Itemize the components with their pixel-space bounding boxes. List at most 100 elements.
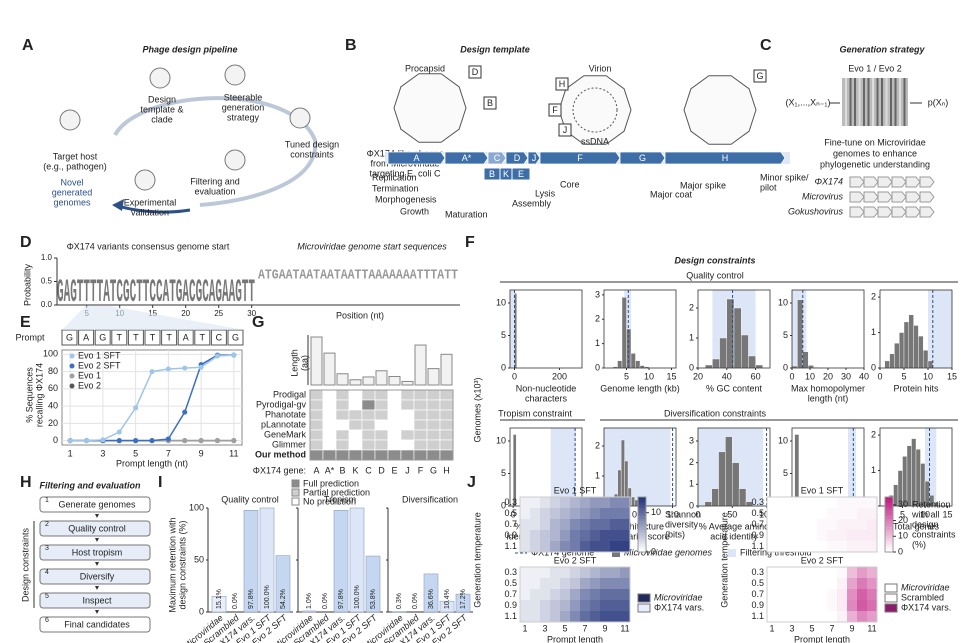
gene-label: A* — [325, 465, 335, 475]
gene — [527, 151, 541, 165]
bar — [259, 507, 275, 613]
colorbar-step — [885, 497, 893, 500]
frame — [603, 289, 677, 369]
prediction-cell — [439, 449, 454, 461]
hist-bar — [617, 360, 623, 369]
prompt-nt: T — [166, 332, 172, 342]
prediction-cell — [426, 439, 441, 451]
hist-bar — [631, 496, 636, 507]
grid-frame — [309, 389, 454, 461]
heat-cell — [520, 497, 530, 508]
panel-letter: B — [345, 37, 357, 54]
heat-cell — [610, 508, 620, 519]
length-bar — [362, 376, 375, 386]
heat-cell — [530, 530, 540, 541]
heat-cell — [847, 589, 857, 600]
heat-cell — [797, 497, 807, 508]
y-tick-label: 0.9 — [504, 530, 517, 540]
y-tick-label: 0.5 — [504, 508, 517, 518]
y-tick-label: 0 — [53, 435, 58, 445]
hist-bar — [635, 360, 641, 369]
heat-cell — [817, 497, 827, 508]
description: phylogenetic understanding — [820, 159, 930, 169]
icon — [59, 109, 81, 131]
panel-title: Design template — [460, 44, 530, 54]
legend-swatch — [884, 603, 898, 613]
x-label: Prompt length (nt) — [116, 458, 188, 468]
y-tick-label: 0.3 — [504, 567, 517, 577]
gene-label: A — [413, 153, 419, 163]
title: Filtering and evaluation — [39, 480, 141, 490]
gene-label: F — [577, 153, 583, 163]
x-tick-label: 9 — [199, 448, 204, 458]
legend-label: Microviridae — [654, 592, 703, 602]
gene-arrow — [877, 176, 893, 188]
heat-cell — [827, 611, 837, 622]
heat-cell — [520, 600, 530, 611]
genome-name: Microvirus — [802, 191, 844, 201]
heat-cell — [580, 530, 590, 541]
prediction-cell — [400, 389, 415, 401]
heat-frame — [766, 496, 878, 553]
colorbar-step — [885, 510, 893, 514]
heat-cell — [530, 497, 540, 508]
x-tick-label: 7 — [582, 623, 587, 633]
gene-label: C — [494, 153, 501, 163]
heat-cell — [867, 611, 877, 622]
group-label: Diversification constraints — [664, 408, 767, 418]
heat-frame — [519, 566, 631, 623]
prediction-cell — [426, 399, 441, 411]
callout-box — [468, 65, 482, 79]
bar — [211, 595, 227, 613]
heat-cell — [570, 611, 580, 622]
step-label: strategy — [227, 112, 260, 122]
step-number: 4 — [45, 569, 49, 576]
heat-cell — [837, 611, 847, 622]
gene-arrow — [849, 191, 865, 203]
colorbar-step — [638, 510, 646, 514]
colorbar-step — [638, 516, 646, 520]
heat-cell — [520, 519, 530, 530]
y-tick-label: 5 — [501, 468, 506, 478]
hist-bar — [704, 501, 712, 507]
genome-name: ΦX174 — [814, 176, 843, 186]
value-label: 97.8% — [248, 589, 255, 609]
y-tick-label: 0.7 — [504, 589, 517, 599]
hist-bar — [719, 337, 727, 369]
heat-cell — [530, 611, 540, 622]
heat-cell — [610, 589, 620, 600]
x-tick-label: 15 — [942, 509, 952, 519]
threshold — [848, 428, 856, 506]
prediction-cell — [400, 449, 415, 461]
function-label: Termination — [372, 183, 419, 193]
gene — [511, 167, 531, 181]
colorbar-step — [638, 524, 646, 528]
point — [231, 438, 237, 444]
prediction-cell — [348, 449, 363, 461]
prediction-cell — [439, 389, 454, 401]
value-label: 97.8% — [338, 589, 345, 609]
length-bar — [401, 380, 414, 386]
gene-label: J — [532, 153, 537, 163]
colorbar-frame — [884, 496, 894, 553]
heat-cell — [857, 541, 867, 552]
colorbar-step — [638, 535, 646, 539]
prediction-cell — [439, 399, 454, 411]
frame — [879, 427, 953, 507]
label: Virion — [589, 63, 612, 73]
heat-cell — [520, 541, 530, 552]
heat-cell — [560, 578, 570, 589]
icon — [224, 64, 246, 86]
gene — [444, 151, 489, 165]
heat-cell — [560, 530, 570, 541]
heat-cell — [787, 589, 797, 600]
heat-cell — [600, 530, 610, 541]
prediction-cell — [374, 389, 389, 401]
threshold — [604, 428, 671, 506]
y-tick-label: 2 — [871, 291, 876, 301]
heat-cell — [520, 567, 530, 578]
heat-cell — [837, 578, 847, 589]
step-label: Design — [148, 94, 176, 104]
heat-cell — [570, 567, 580, 578]
panel-letter: E — [20, 314, 31, 331]
